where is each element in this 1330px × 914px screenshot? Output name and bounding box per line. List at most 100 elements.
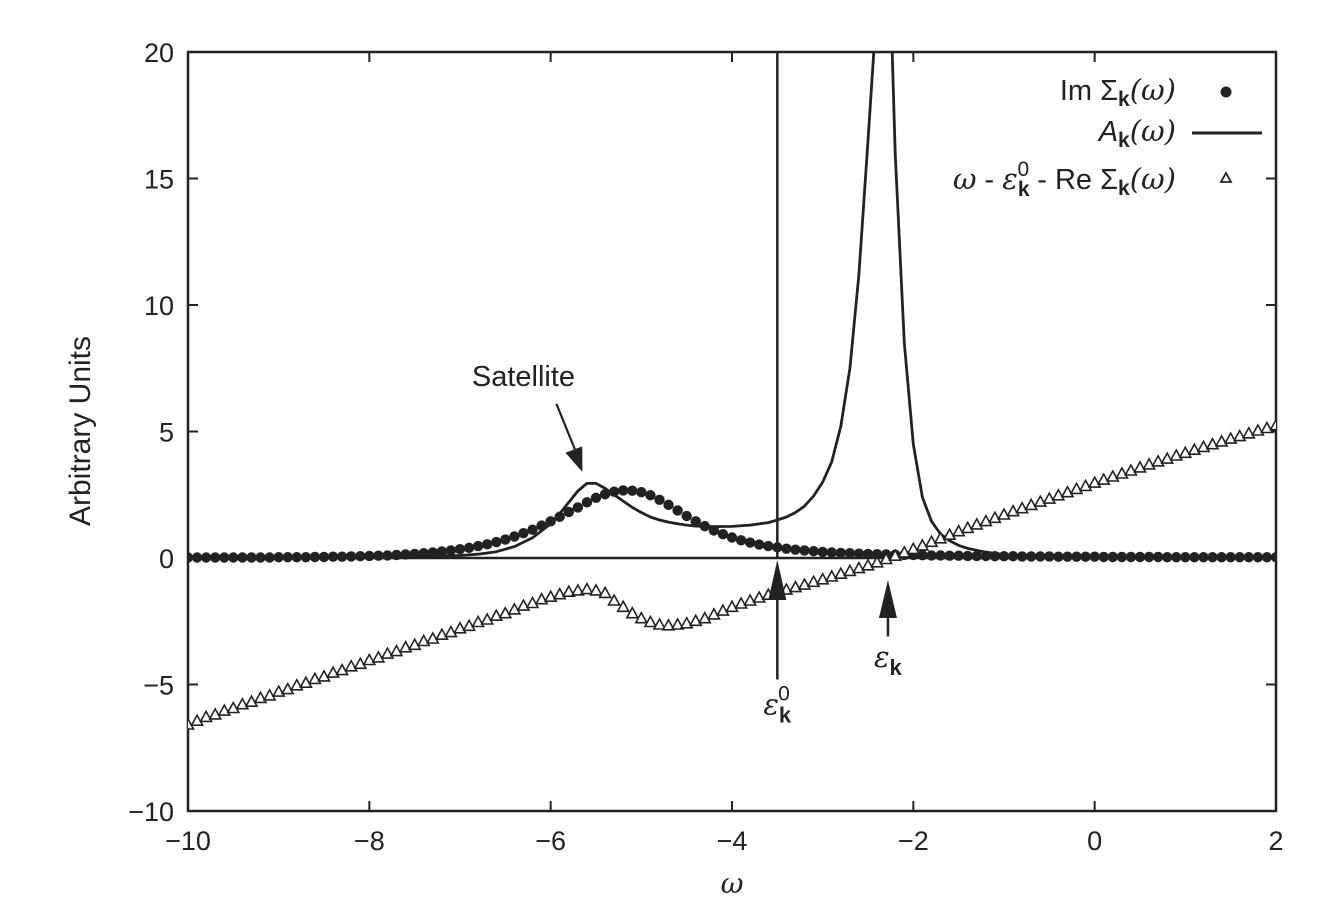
series-im_sigma-point <box>509 531 520 542</box>
series-real_part-point <box>534 592 549 605</box>
series-im_sigma-point <box>926 550 937 561</box>
axis-ticks: −10 −8 −6 −4 −2 0 2 −10 −5 0 5 10 15 20 <box>128 38 1283 856</box>
legend-entry-im-sigma: Im Σk(ω) <box>1060 73 1176 111</box>
series-im_sigma-point <box>772 542 783 553</box>
series-real_part-point <box>516 598 531 611</box>
series-group <box>188 52 1276 730</box>
series-real_part-point <box>435 627 449 641</box>
series-real_part-point <box>507 602 522 615</box>
series-real_part-point <box>1187 442 1202 456</box>
legend: Im Σk(ω) Ak(ω) ω - εk0 - Re Σk(ω) <box>953 73 1262 201</box>
series-im_sigma-point <box>654 494 665 506</box>
series-im_sigma-point <box>391 549 402 561</box>
series-real_part-point <box>262 688 277 701</box>
series-real_part-point <box>1060 485 1075 498</box>
series-im_sigma-point <box>618 485 629 496</box>
series-im_sigma-point <box>527 524 538 535</box>
epsilon0-arrow-head <box>768 560 787 600</box>
series-real_part-point <box>1260 420 1274 434</box>
x-tick-label: −10 <box>165 826 211 856</box>
series-im_sigma-point <box>744 537 756 548</box>
series-real_part-point <box>371 650 386 663</box>
series-real_part-point <box>362 652 377 666</box>
series-real_part-point <box>661 618 676 631</box>
series-im_sigma-point <box>581 497 593 508</box>
series-im_sigma-point <box>862 548 874 560</box>
series-real_part-point <box>679 616 694 629</box>
series-real_part-point <box>226 700 241 714</box>
series-real_part-point <box>543 589 558 603</box>
legend-marker-real-part <box>1219 171 1233 183</box>
series-real_part-point <box>398 640 413 653</box>
series-im_sigma-point <box>482 539 493 550</box>
series-real_part-point <box>552 587 567 600</box>
series-real_part-point <box>462 618 476 632</box>
series-real_part-point <box>806 574 821 588</box>
epsilon-arrow-head <box>878 580 897 618</box>
series-real_part-point <box>788 579 803 593</box>
series-real_part-point <box>525 595 540 609</box>
series-real_part-point <box>707 607 721 620</box>
series-real_part-point <box>897 545 912 558</box>
series-real_part-point <box>416 633 431 647</box>
series-real_part-point <box>1015 501 1029 514</box>
y-tick-label: 10 <box>144 291 174 321</box>
series-real_part-point <box>852 560 866 574</box>
series-im_sigma-point <box>563 506 574 518</box>
series-real_part-point <box>308 671 322 685</box>
series-real_part-point <box>824 569 839 582</box>
series-im_sigma-point <box>754 539 765 550</box>
series-im_sigma-point <box>808 545 819 557</box>
series-im_sigma-point <box>717 529 729 540</box>
series-real_part-point <box>1169 448 1184 461</box>
series-im_sigma-point <box>826 547 837 558</box>
y-tick-label: 0 <box>159 544 174 574</box>
series-im_sigma-point <box>935 550 946 561</box>
x-tick-label: −8 <box>354 826 385 856</box>
series-real_part-point <box>1251 423 1265 436</box>
series-im_sigma-point <box>781 543 792 554</box>
series-im_sigma-point <box>690 516 701 527</box>
series-real_part-point <box>915 538 930 551</box>
epsilon-label: εk <box>874 640 903 680</box>
legend-entry-spectral: Ak(ω) <box>1097 114 1176 152</box>
x-tick-label: 0 <box>1087 826 1102 856</box>
series-real_part-point <box>489 608 504 622</box>
series-real_part-point <box>1241 426 1256 439</box>
series-real_part-point <box>380 646 395 659</box>
series-im_sigma-point <box>554 511 565 522</box>
series-im_sigma-point <box>636 487 647 498</box>
series-im_sigma-point <box>871 549 883 560</box>
satellite-arrow-head <box>565 446 583 472</box>
satellite-label: Satellite <box>472 361 575 393</box>
series-real_part-point <box>389 643 404 657</box>
series-real_part-point <box>407 637 422 651</box>
y-tick-label: 5 <box>159 418 174 448</box>
series-im_sigma-point <box>472 540 484 552</box>
series-im_sigma-point <box>463 542 475 554</box>
x-tick-label: −4 <box>717 826 748 856</box>
x-axis-label: ω <box>721 867 744 900</box>
y-axis-label: Arbitrary Units <box>64 336 97 526</box>
series-real_part-point <box>344 659 359 672</box>
y-tick-label: 20 <box>144 38 174 68</box>
series-im_sigma-point <box>663 499 674 511</box>
series-real_part-point <box>280 681 295 695</box>
series-real_part-point <box>188 717 195 730</box>
series-im_sigma-point <box>500 534 511 545</box>
series-real_part-point <box>1232 428 1247 442</box>
series-real_part-point <box>634 611 649 624</box>
series-real_part-point <box>589 583 603 596</box>
series-real_part-point <box>1151 454 1165 467</box>
series-real_part-point <box>797 577 812 590</box>
series-im_sigma-point <box>436 546 448 557</box>
series-real_part-point <box>1223 431 1238 444</box>
series-im_sigma-point <box>726 532 738 543</box>
series-real_part-point <box>217 703 232 716</box>
series-real_part-point <box>906 541 921 555</box>
x-tick-label: 2 <box>1268 826 1283 856</box>
series-real_part-point <box>924 534 939 548</box>
series-real_part-point <box>289 678 304 691</box>
series-real_part-point <box>1196 439 1211 453</box>
